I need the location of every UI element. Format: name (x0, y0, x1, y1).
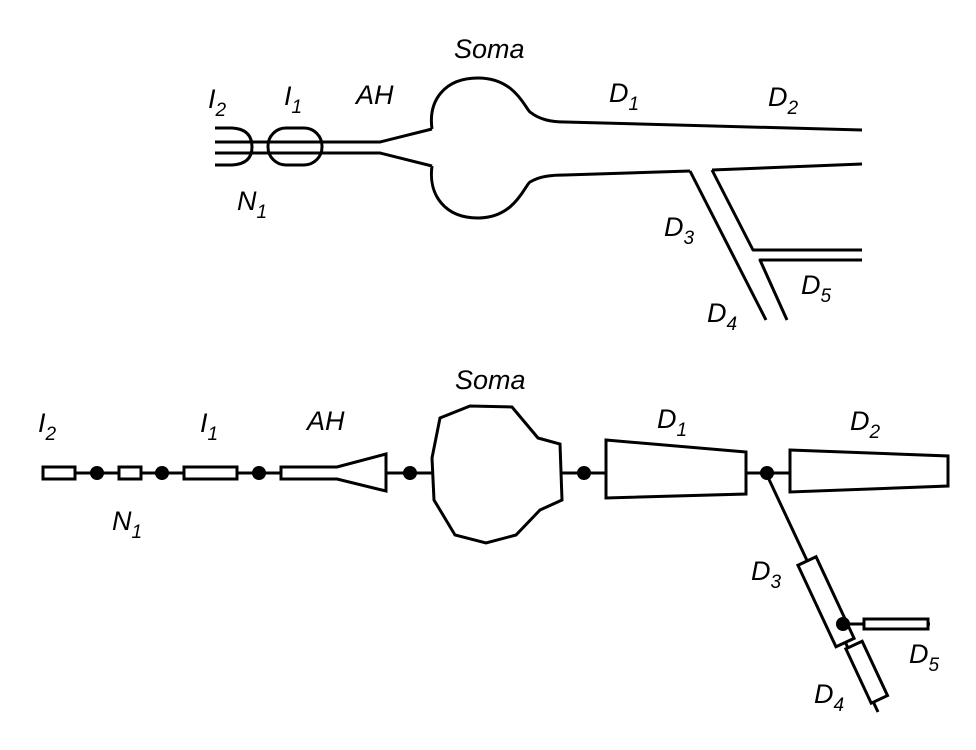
anatomical-neuron: Soma I2 I1 AH N1 D1 D2 D3 D4 D5 (208, 34, 863, 335)
compartment-d3 (795, 554, 857, 649)
compartment-soma (430, 404, 564, 545)
bottom-d4-label: D4 (814, 679, 844, 716)
node-dot-1 (90, 466, 104, 480)
compartmental-model: Soma I2 I1 AH N1 D1 D2 D3 D4 D5 (38, 365, 950, 716)
node-dot-3 (252, 466, 266, 480)
bottom-d3-label: D3 (751, 556, 782, 593)
dendrite-d3-d4-left (688, 170, 768, 321)
bottom-soma-label: Soma (455, 365, 526, 395)
top-n1-label: N1 (237, 186, 267, 223)
bottom-i1-label: I1 (200, 408, 218, 445)
compartment-d5 (862, 617, 930, 631)
internode-i1-sheath (266, 126, 324, 167)
top-d2-label: D2 (768, 82, 799, 119)
bottom-i2-label: I2 (38, 408, 57, 445)
node-dot-5 (577, 466, 591, 480)
top-d4-label: D4 (707, 298, 737, 335)
bottom-n1-label: N1 (112, 506, 142, 543)
compartment-i2 (41, 465, 77, 481)
dendrite-d2-lower-b (711, 162, 863, 172)
top-d5-label: D5 (801, 270, 832, 307)
bottom-ah-label: AH (305, 406, 345, 436)
soma-body (429, 76, 566, 130)
internode-i2-sheath (215, 126, 254, 167)
node-dot-7 (836, 617, 850, 631)
soma-body-lower (429, 165, 566, 220)
bottom-d1-label: D1 (657, 404, 687, 441)
top-d3-label: D3 (664, 212, 695, 249)
dendrite-d5-d4-right (758, 258, 862, 321)
axon-upper-line (215, 127, 433, 144)
bottom-d5-label: D5 (909, 639, 940, 676)
compartment-i1 (182, 465, 239, 481)
compartment-d2 (788, 448, 950, 494)
node-dot-4 (403, 466, 417, 480)
node-dot-6 (760, 466, 774, 480)
compartment-ah (279, 452, 388, 493)
dendrite-d1-d2-upper (564, 120, 863, 132)
top-i2-label: I2 (208, 84, 227, 121)
node-dot-2 (155, 466, 169, 480)
dendrite-d1-d2-lower-a (564, 169, 691, 177)
top-soma-label: Soma (454, 34, 525, 64)
dendrite-d3-right (710, 169, 862, 252)
bottom-d2-label: D2 (850, 406, 881, 443)
compartment-n1 (117, 465, 143, 481)
compartment-d4 (843, 639, 890, 706)
top-d1-label: D1 (609, 78, 639, 115)
top-ah-label: AH (354, 80, 394, 110)
compartment-d1 (604, 438, 748, 500)
top-i1-label: I1 (284, 81, 302, 118)
